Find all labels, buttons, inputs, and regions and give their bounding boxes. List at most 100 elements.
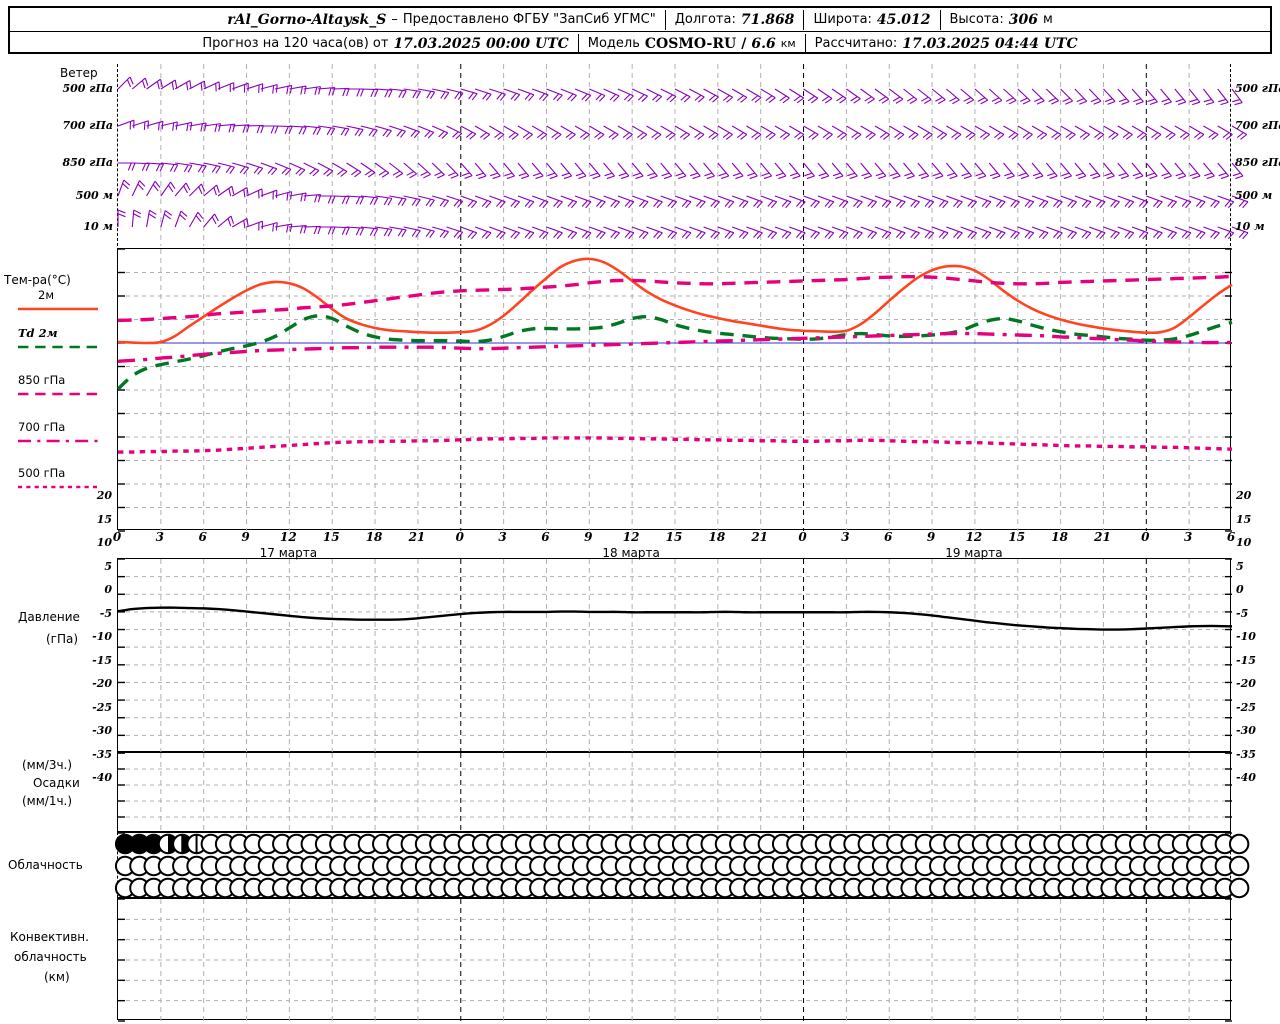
wind-barb	[289, 192, 307, 202]
axis-tick-label: -15	[92, 653, 112, 667]
wind-barb	[703, 195, 720, 209]
wind-barb	[746, 125, 762, 140]
wind-barb	[517, 162, 530, 180]
x-tick-6: 6	[198, 530, 207, 544]
wind-barb	[903, 125, 919, 140]
wind-barb	[1131, 226, 1149, 240]
precipitation-unit-bottom: (мм/1ч.)	[22, 794, 73, 808]
wind-barb	[846, 226, 863, 240]
wind-barb	[731, 162, 744, 180]
wind-barb	[432, 88, 450, 100]
wind-barb	[1217, 88, 1229, 106]
wind-barb	[888, 88, 904, 104]
wind-barb	[346, 162, 362, 178]
wind-barb	[1103, 226, 1120, 240]
wind-barb	[1046, 125, 1062, 140]
computed-label: Рассчитано:	[814, 36, 898, 51]
axis-tick-label: -10	[1236, 630, 1256, 643]
wind-barb	[546, 88, 563, 102]
wind-barb	[1045, 162, 1058, 180]
wind-barb	[988, 88, 1003, 105]
wind-barb	[260, 162, 278, 176]
pressure-curve-svg	[117, 558, 1233, 754]
wind-barb	[689, 125, 705, 140]
header-row-forecast: Прогноз на 120 часа(ов) от 17.03.2025 00…	[10, 32, 1270, 55]
wind-barb	[917, 226, 935, 240]
wind-barb	[189, 162, 207, 174]
wind-barb	[946, 226, 963, 240]
wind-barb	[203, 184, 220, 197]
x-axis: 0 3 6 9 12 15 18 21 0 3 6 9 12 15 18 21 0 3 6 9 12 15 18 21 0 3 6 …	[0, 530, 1280, 560]
series-850 гПа	[117, 274, 1233, 323]
wind-barb	[1203, 195, 1220, 209]
wind-barb	[774, 162, 787, 180]
wind-barb	[646, 125, 662, 140]
x-tick-0: 0	[455, 530, 464, 544]
wind-barb	[289, 162, 306, 176]
wind-barb	[403, 226, 421, 238]
wind-barb	[274, 162, 292, 176]
wind-barb	[760, 195, 778, 209]
axis-tick-label: -30	[92, 724, 112, 737]
wind-barb	[517, 88, 535, 102]
legend-label-3: 700 гПа	[18, 420, 66, 434]
wind-barb	[560, 226, 578, 240]
wind-barb	[203, 162, 221, 174]
convective-title-line1: Конвективн.	[10, 930, 89, 944]
precipitation-panel: (мм/3ч.) Осадки (мм/1ч.) 543210 543210	[0, 752, 1280, 834]
wind-barb	[260, 84, 278, 94]
wind-barb	[931, 195, 949, 209]
wind-barb	[703, 88, 719, 103]
wind-barb	[232, 162, 250, 175]
wind-barb	[203, 123, 222, 133]
wind-barb	[1074, 195, 1092, 209]
wind-barb	[803, 162, 815, 180]
wind-barb	[389, 125, 406, 138]
model-slash: /	[741, 35, 747, 52]
wind-barb	[860, 88, 875, 104]
wind-barb	[1174, 125, 1190, 140]
wind-barb	[946, 195, 963, 209]
wind-barb	[360, 88, 379, 98]
wind-barb	[731, 88, 748, 103]
x-tick-9: 9	[926, 530, 936, 544]
wind-barb	[160, 181, 176, 197]
wind-barb	[389, 162, 404, 178]
wind-barb	[588, 162, 601, 180]
wind-barb	[131, 77, 149, 90]
wind-barb	[360, 226, 379, 237]
wind-barb	[774, 226, 792, 240]
wind-barb	[1074, 226, 1092, 240]
wind-barb	[403, 125, 421, 139]
wind-barb	[275, 223, 293, 233]
day-label-1: 18 марта	[602, 546, 660, 560]
wind-barb	[589, 195, 606, 209]
axis-tick-label: -20	[92, 677, 112, 690]
wind-barb	[874, 195, 892, 209]
wind-barb	[217, 162, 235, 174]
wind-level-label: 500 гПа	[62, 82, 114, 95]
wind-barb	[589, 125, 605, 140]
wind-barb	[774, 195, 792, 209]
wind-barb	[303, 225, 322, 235]
wind-barb	[1160, 195, 1177, 209]
wind-barb	[403, 88, 421, 99]
computed-cell: Рассчитано: 17.03.2025 04:44 UTC	[806, 36, 1087, 52]
wind-barb	[260, 189, 278, 200]
wind-barb	[974, 195, 992, 209]
wind-barb	[603, 195, 620, 209]
wind-barb	[745, 162, 758, 180]
x-tick-15: 15	[322, 530, 340, 544]
wind-barb	[517, 125, 533, 140]
altitude-value: 306	[1008, 11, 1038, 28]
wind-barb	[1174, 88, 1187, 106]
wind-barb	[131, 209, 142, 228]
wind-barb	[903, 162, 915, 180]
wind-barb	[674, 162, 687, 180]
convective-unit: (км)	[44, 970, 70, 984]
wind-barb	[674, 125, 691, 140]
wind-barb	[1017, 88, 1031, 105]
header-divider	[664, 9, 666, 30]
legend-swatch-1	[18, 345, 98, 349]
forecast-label: Прогноз на 120 часа(ов) от	[202, 36, 389, 51]
